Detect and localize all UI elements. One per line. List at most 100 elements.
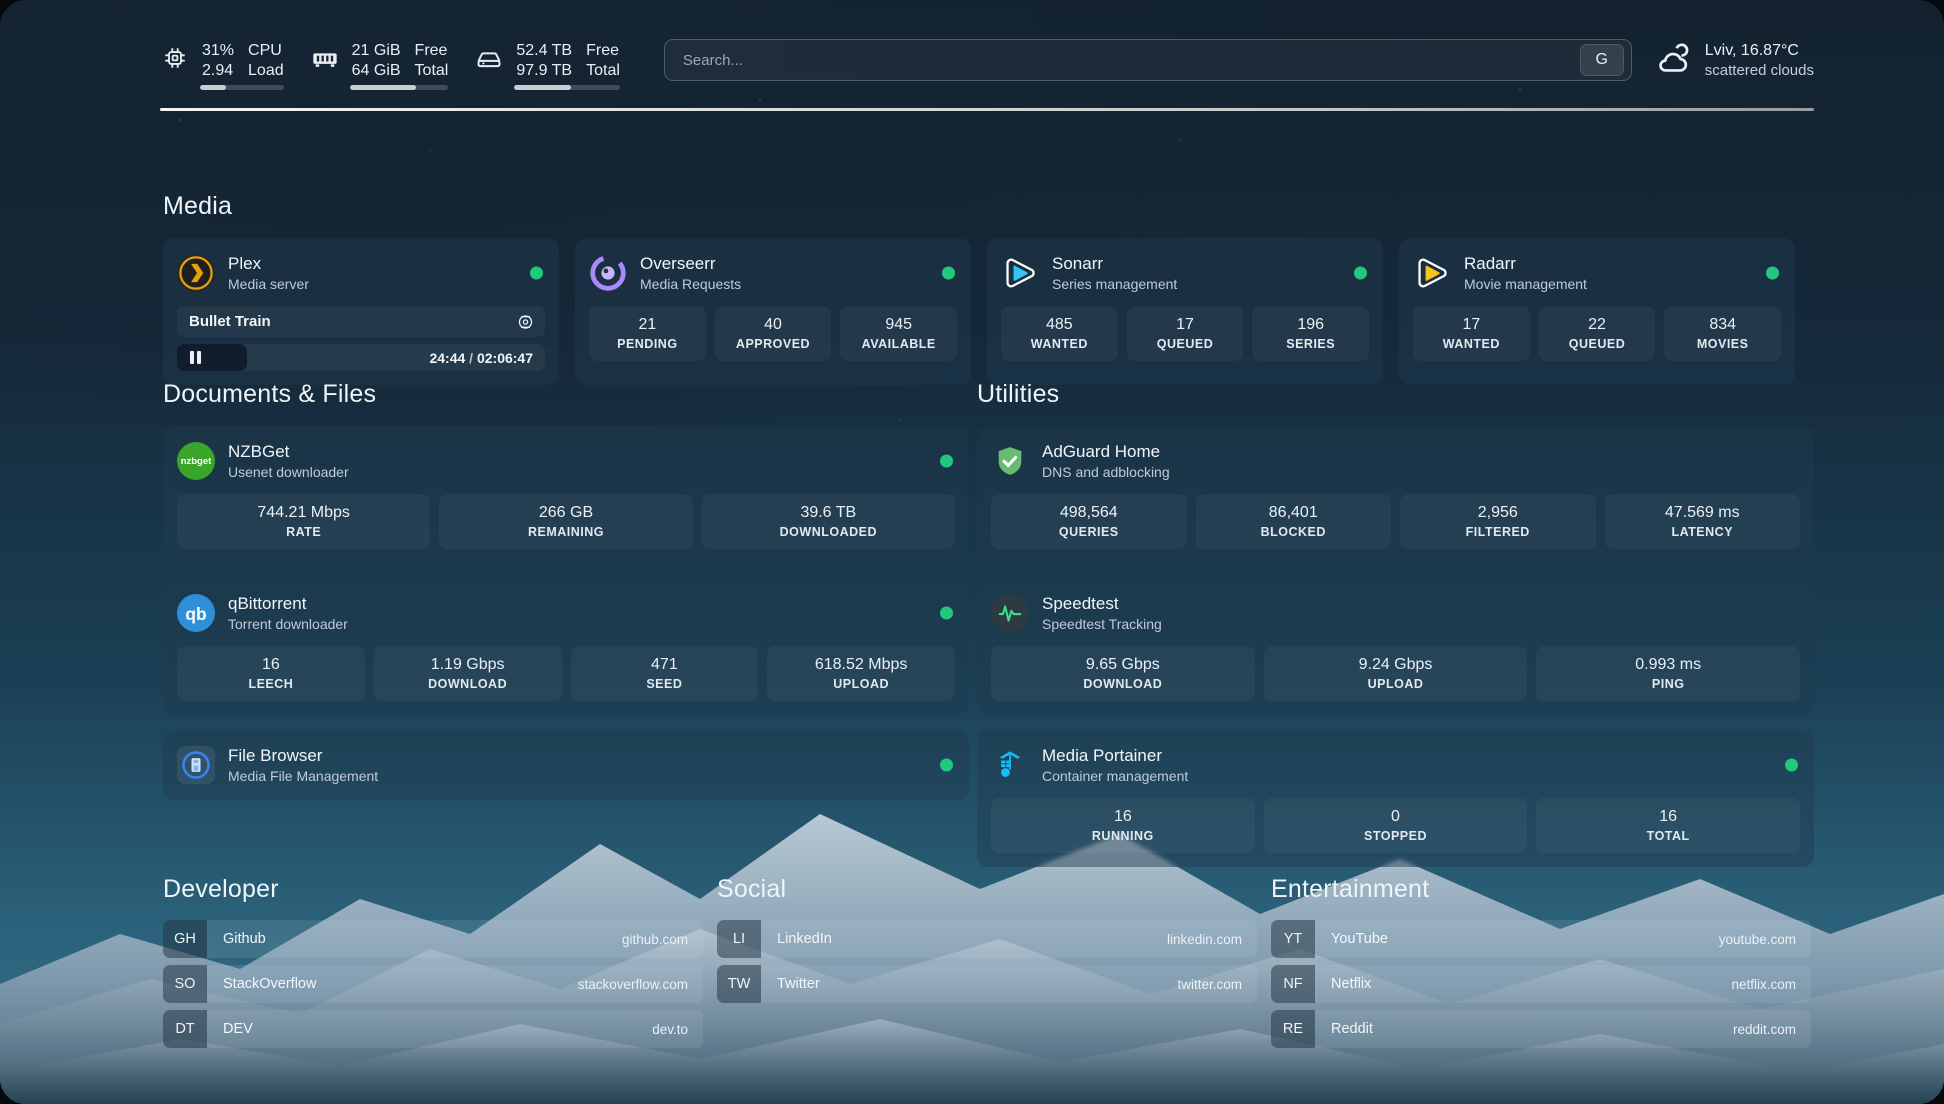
stat-item: 17 WANTED bbox=[1413, 306, 1530, 361]
bookmark-item-dev[interactable]: DT DEV dev.to bbox=[163, 1010, 703, 1048]
card-file-browser[interactable]: File Browser Media File Management bbox=[163, 730, 969, 800]
search-input[interactable] bbox=[682, 51, 1580, 69]
card-speedtest[interactable]: Speedtest Speedtest Tracking 9.65 Gbps D… bbox=[977, 578, 1814, 715]
card-subtitle: Usenet downloader bbox=[228, 463, 349, 480]
card-plex[interactable]: Plex Media server Bullet Train bbox=[163, 238, 559, 385]
cast-icon[interactable] bbox=[517, 313, 534, 330]
stat-value: 17 bbox=[1176, 316, 1194, 333]
bookmark-item-reddit[interactable]: RE Reddit reddit.com bbox=[1271, 1010, 1811, 1048]
header-bar: 31% 2.94 CPU Load bbox=[160, 26, 1814, 94]
section-title-developer: Developer bbox=[163, 875, 279, 903]
stat-value: 834 bbox=[1709, 316, 1737, 333]
stat-label: WANTED bbox=[1030, 337, 1088, 351]
section-title-utilities: Utilities bbox=[977, 380, 1060, 408]
bookmark-item-github[interactable]: GH Github github.com bbox=[163, 920, 703, 958]
stat-label: LATENCY bbox=[1671, 525, 1734, 539]
status-badge bbox=[940, 606, 953, 620]
cpu-icon bbox=[160, 41, 190, 75]
bookmark-badge: RE bbox=[1271, 1010, 1315, 1048]
card-sonarr[interactable]: Sonarr Series management 485 WANTED 17 Q… bbox=[987, 238, 1383, 385]
bookmark-url: linkedin.com bbox=[1166, 931, 1242, 947]
bookmark-item-stackoverflow[interactable]: SO StackOverflow stackoverflow.com bbox=[163, 965, 703, 1003]
stat-label: DOWNLOAD bbox=[428, 677, 508, 691]
resource-disk: 52.4 TB 97.9 TB Free Total bbox=[474, 41, 620, 90]
pause-button[interactable] bbox=[190, 351, 201, 364]
search-engine-button[interactable]: G bbox=[1579, 44, 1624, 76]
bookmarks-area: Developer GH Github github.com SO StackO… bbox=[163, 875, 1814, 1048]
card-subtitle: Media server bbox=[228, 275, 309, 292]
stat-item: 266 GB REMAINING bbox=[439, 494, 693, 549]
now-playing-title: Bullet Train bbox=[189, 313, 271, 330]
stat-value: 9.65 Gbps bbox=[1085, 656, 1160, 673]
bookmark-item-youtube[interactable]: YT YouTube youtube.com bbox=[1271, 920, 1811, 958]
stat-item: 471 SEED bbox=[570, 646, 759, 701]
status-badge bbox=[1766, 266, 1779, 280]
weather-location-temp: Lviv, 16.87°C bbox=[1704, 41, 1799, 59]
svg-text:qb: qb bbox=[185, 604, 206, 624]
card-qbittorrent[interactable]: qb qBittorrent Torrent downloader 16 LEE… bbox=[163, 578, 969, 715]
nzbget-icon: nzbget bbox=[177, 442, 215, 480]
card-media-portainer[interactable]: Media Portainer Container management 16 … bbox=[977, 730, 1814, 867]
overseerr-icon bbox=[589, 254, 627, 292]
now-playing-progress[interactable]: 24:44 / 02:06:47 bbox=[177, 344, 545, 371]
stat-item: 21 PENDING bbox=[589, 306, 706, 361]
bookmark-item-twitter[interactable]: TW Twitter twitter.com bbox=[717, 965, 1257, 1003]
bookmark-url: twitter.com bbox=[1177, 976, 1242, 992]
stat-value: 16 bbox=[261, 656, 280, 673]
stat-label: AVAILABLE bbox=[861, 337, 936, 351]
stat-label: PING bbox=[1651, 677, 1685, 691]
stat-value: 744.21 Mbps bbox=[257, 504, 350, 521]
cpu-label-primary: CPU bbox=[248, 41, 282, 59]
disk-free-value: 52.4 TB bbox=[516, 41, 573, 59]
stat-label: SERIES bbox=[1286, 337, 1336, 351]
bookmark-badge: DT bbox=[163, 1010, 207, 1048]
section-documents: Documents & Files nzbget NZBGet Usenet d… bbox=[163, 380, 969, 800]
stat-value: 618.52 Mbps bbox=[814, 656, 908, 673]
resource-cpu: 31% 2.94 CPU Load bbox=[160, 41, 284, 90]
bookmark-group-entertainment: Entertainment YT YouTube youtube.com NF … bbox=[1271, 875, 1811, 1048]
card-title: qBittorrent bbox=[228, 593, 307, 613]
bookmark-item-linkedin[interactable]: LI LinkedIn linkedin.com bbox=[717, 920, 1257, 958]
card-overseerr[interactable]: Overseerr Media Requests 21 PENDING 40 A… bbox=[575, 238, 971, 385]
cpu-load-value: 2.94 bbox=[202, 61, 234, 79]
bookmark-item-netflix[interactable]: NF Netflix netflix.com bbox=[1271, 965, 1811, 1003]
weather-widget[interactable]: Lviv, 16.87°C scattered clouds bbox=[1654, 41, 1814, 79]
stat-item: 618.52 Mbps UPLOAD bbox=[767, 646, 955, 701]
stat-label: QUEUED bbox=[1156, 337, 1214, 351]
now-playing-title-bar[interactable]: Bullet Train bbox=[177, 306, 545, 337]
stat-value: 0 bbox=[1391, 808, 1400, 825]
stat-item: 744.21 Mbps RATE bbox=[177, 494, 431, 549]
stat-value: 498,564 bbox=[1059, 504, 1118, 521]
bookmark-name: Twitter bbox=[777, 976, 820, 992]
card-nzbget[interactable]: nzbget NZBGet Usenet downloader 744.21 M… bbox=[163, 426, 969, 563]
stat-value: 16 bbox=[1659, 808, 1678, 825]
disk-total-value: 97.9 TB bbox=[516, 61, 573, 79]
card-radarr[interactable]: Radarr Movie management 17 WANTED 22 QUE… bbox=[1399, 238, 1795, 385]
bookmark-group-developer: Developer GH Github github.com SO StackO… bbox=[163, 875, 703, 1048]
stat-item: 47.569 ms LATENCY bbox=[1604, 494, 1800, 549]
stat-item: 39.6 TB DOWNLOADED bbox=[701, 494, 955, 549]
search-bar[interactable]: G bbox=[663, 39, 1632, 81]
stat-item: 17 QUEUED bbox=[1126, 306, 1244, 361]
card-subtitle: DNS and adblocking bbox=[1042, 463, 1170, 480]
status-badge bbox=[1354, 266, 1367, 280]
stat-item: 2,956 FILTERED bbox=[1400, 494, 1596, 549]
bookmark-url: github.com bbox=[621, 931, 688, 947]
card-title: Media Portainer bbox=[1042, 745, 1163, 765]
bookmark-url: netflix.com bbox=[1731, 976, 1796, 992]
resource-memory: 21 GiB 64 GiB Free Total bbox=[310, 41, 449, 90]
card-adguard-home[interactable]: AdGuard Home DNS and adblocking 498,564 … bbox=[977, 426, 1814, 563]
stat-value: 196 bbox=[1297, 316, 1325, 333]
cpu-usage-value: 31% bbox=[202, 41, 235, 59]
card-title: File Browser bbox=[228, 745, 323, 765]
adguard-icon bbox=[991, 442, 1029, 480]
stat-value: 17 bbox=[1462, 316, 1481, 333]
stat-label: MOVIES bbox=[1696, 337, 1749, 351]
stat-label: SEED bbox=[646, 677, 683, 691]
bookmark-badge: YT bbox=[1271, 920, 1315, 958]
bookmark-url: dev.to bbox=[652, 1021, 688, 1037]
portainer-icon bbox=[991, 746, 1029, 784]
card-title: Sonarr bbox=[1052, 253, 1104, 273]
stat-label: QUEUED bbox=[1568, 337, 1626, 351]
stat-value: 485 bbox=[1045, 316, 1073, 333]
